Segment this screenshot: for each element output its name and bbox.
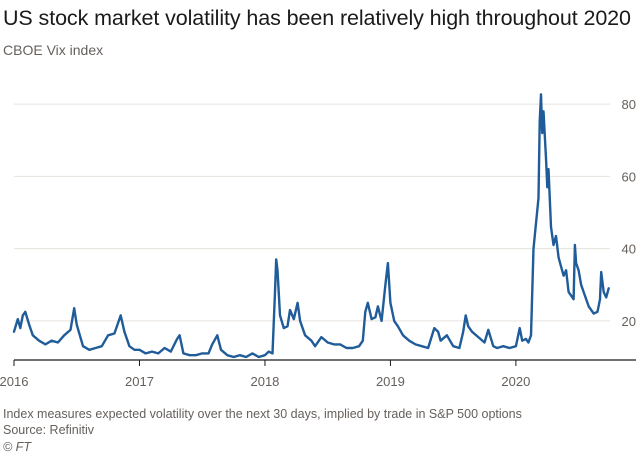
copyright-credit: © FT — [3, 440, 31, 454]
x-tick-label: 2020 — [501, 374, 530, 389]
series-layer — [12, 93, 610, 359]
y-tick-label: 40 — [622, 242, 636, 257]
x-tick-label: 2016 — [0, 374, 28, 389]
chart-title: US stock market volatility has been rela… — [3, 6, 631, 30]
x-tick-label: 2017 — [125, 374, 154, 389]
gridlines — [14, 103, 610, 322]
y-tick-label: 60 — [622, 169, 636, 184]
y-axis-ticks: 20 40 60 80 — [622, 97, 636, 329]
y-tick-label: 80 — [622, 97, 636, 112]
y-tick-label: 20 — [622, 314, 636, 329]
vix-series-line — [12, 93, 610, 359]
vix-line-chart: 20 40 60 80 2016 2017 2018 2019 2020 — [0, 93, 636, 389]
chart-subtitle: CBOE Vix index — [3, 42, 104, 58]
x-tick-label: 2019 — [376, 374, 405, 389]
source-note: Source: Refinitiv — [3, 423, 95, 437]
footnote: Index measures expected volatility over … — [3, 407, 522, 421]
x-axis-ticks: 2016 2017 2018 2019 2020 — [0, 359, 636, 389]
x-tick-label: 2018 — [250, 374, 279, 389]
